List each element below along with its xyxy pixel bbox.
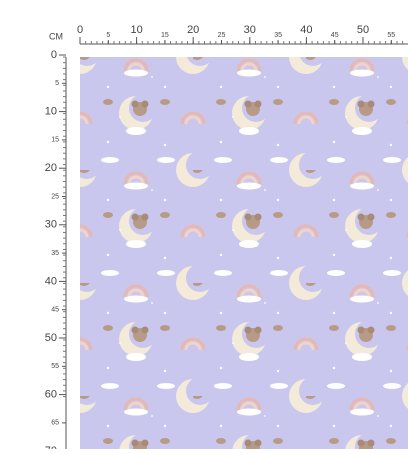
- top-label: 55: [387, 32, 395, 39]
- left-label: 60: [45, 389, 57, 401]
- top-label: 50: [357, 24, 369, 36]
- left-label: 10: [45, 106, 57, 118]
- left-label: 15: [51, 137, 59, 144]
- top-label: 15: [161, 32, 169, 39]
- top-label: 30: [244, 24, 256, 36]
- left-label: 65: [51, 420, 59, 427]
- left-label: 40: [45, 275, 57, 287]
- top-label: 40: [300, 24, 312, 36]
- left-label: 70: [45, 445, 57, 449]
- left-label: 0: [51, 49, 57, 61]
- top-label: 0: [77, 24, 83, 36]
- left-label: 45: [51, 307, 59, 314]
- left-label: 20: [45, 162, 57, 174]
- left-label: 35: [51, 250, 59, 257]
- left-label: 55: [51, 363, 59, 370]
- left-label: 30: [45, 219, 57, 231]
- left-label: 25: [51, 193, 59, 200]
- top-label: 35: [274, 32, 282, 39]
- top-label: 5: [106, 32, 110, 39]
- top-label: 25: [218, 32, 226, 39]
- top-label: 20: [187, 24, 199, 36]
- fabric-pattern: [80, 57, 408, 449]
- unit-label: CM: [49, 31, 63, 41]
- top-label: 10: [130, 24, 142, 36]
- left-label: 50: [45, 332, 57, 344]
- top-label: 45: [331, 32, 339, 39]
- left-label: 5: [55, 80, 59, 87]
